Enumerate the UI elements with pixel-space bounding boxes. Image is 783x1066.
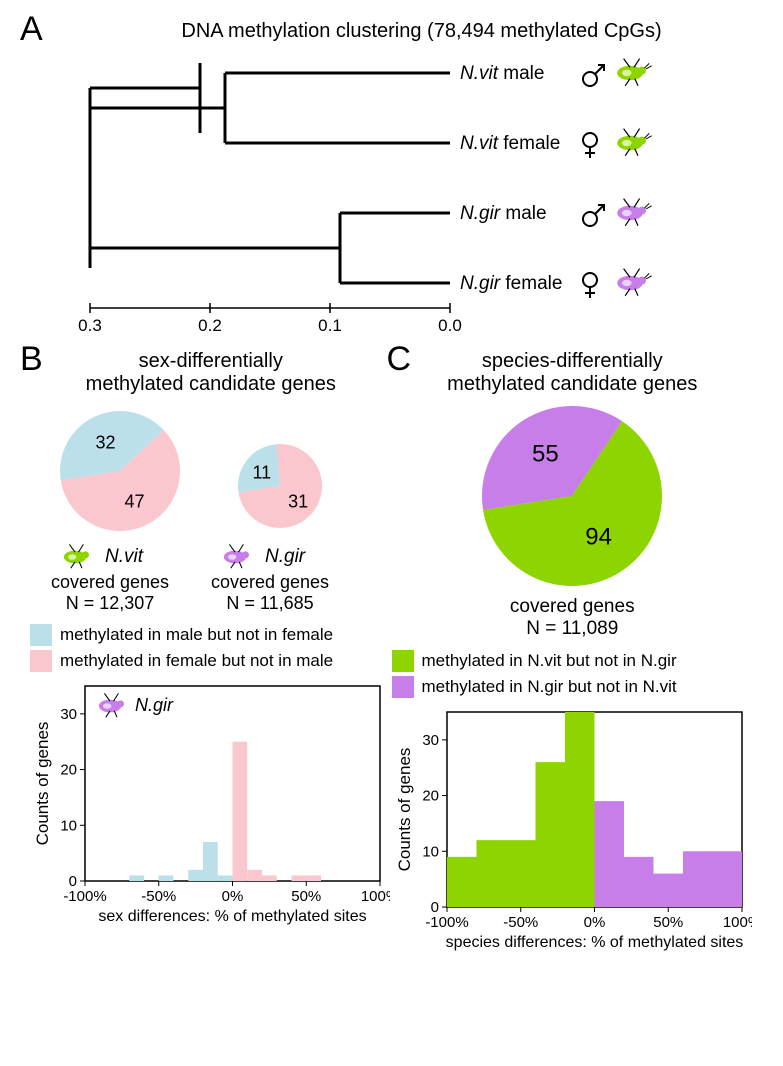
- svg-text:30: 30: [422, 732, 439, 749]
- svg-text:20: 20: [422, 788, 439, 805]
- svg-text:20: 20: [60, 762, 77, 779]
- ngir-label: N.gir: [265, 546, 306, 567]
- svg-text:55: 55: [532, 440, 559, 467]
- legend-row: methylated in male but not in female: [30, 624, 392, 646]
- svg-text:N.gir: N.gir: [135, 695, 174, 715]
- ngir-covered-n: N = 11,685: [210, 593, 330, 614]
- panel-c: C species-differentially methylated cand…: [392, 350, 754, 952]
- female-symbol-icon: [583, 133, 597, 158]
- svg-text:0%: 0%: [222, 888, 244, 905]
- female-symbol-icon: [583, 273, 597, 298]
- svg-text:-100%: -100%: [425, 914, 468, 931]
- wasp-icon: [617, 59, 651, 86]
- svg-text:32: 32: [95, 432, 115, 452]
- panel-b-label: B: [20, 340, 43, 379]
- panel-c-histogram: 0102030-100%-50%0%50%100%Counts of genes…: [392, 702, 752, 952]
- c-covered-label: covered genes: [392, 596, 754, 618]
- wasp-icon: N.vit: [50, 542, 170, 572]
- panel-c-title2: methylated candidate genes: [392, 373, 754, 396]
- svg-text:100%: 100%: [361, 888, 390, 905]
- panel-b-title1: sex-differentially: [30, 350, 392, 373]
- svg-text:94: 94: [585, 524, 612, 551]
- panel-a-title: DNA methylation clustering (78,494 methy…: [90, 20, 753, 43]
- legend-swatch: [30, 650, 52, 672]
- legend-row: methylated in N.vit but not in N.gir: [392, 650, 754, 672]
- svg-text:-50%: -50%: [141, 888, 176, 905]
- panel-b: B sex-differentially methylated candidat…: [30, 350, 392, 952]
- panel-b-histogram: 0102030-100%-50%0%50%100%Counts of genes…: [30, 676, 390, 926]
- scale-tick: 0.0: [438, 316, 462, 335]
- panel-c-title1: species-differentially: [392, 350, 754, 373]
- scale-tick: 0.1: [318, 316, 342, 335]
- svg-text:11: 11: [252, 463, 271, 483]
- ngir-covered-label: covered genes: [210, 572, 330, 593]
- legend-text: methylated in male but not in female: [60, 625, 333, 645]
- wasp-icon: N.gir: [210, 542, 330, 572]
- panel-c-label: C: [387, 340, 412, 379]
- svg-text:50%: 50%: [653, 914, 683, 931]
- svg-text:50%: 50%: [291, 888, 321, 905]
- svg-text:10: 10: [422, 843, 439, 860]
- legend-row: methylated in N.gir but not in N.vit: [392, 676, 754, 698]
- panels-bc-row: B sex-differentially methylated candidat…: [30, 350, 753, 952]
- svg-text:100%: 100%: [722, 914, 751, 931]
- wasp-icon: [617, 199, 651, 226]
- legend-text: methylated in N.gir but not in N.vit: [422, 677, 677, 697]
- svg-text:-50%: -50%: [503, 914, 538, 931]
- svg-text:-100%: -100%: [63, 888, 106, 905]
- svg-text:species differences: % of meth: species differences: % of methylated sit…: [445, 934, 743, 951]
- legend-swatch: [392, 650, 414, 672]
- male-symbol-icon: [583, 65, 604, 86]
- wasp-icon: [617, 269, 651, 296]
- legend-swatch: [392, 676, 414, 698]
- svg-text:31: 31: [288, 491, 308, 511]
- legend-text: methylated in N.vit but not in N.gir: [422, 651, 677, 671]
- leaf-nvit-female: N.vit female: [460, 133, 560, 154]
- nvit-label: N.vit: [105, 546, 144, 567]
- panel-b-pies: 32 47 11 31: [30, 396, 390, 546]
- leaf-ngir-female: N.gir female: [460, 273, 562, 294]
- scale-tick: 0.3: [78, 316, 102, 335]
- panel-a-label: A: [20, 10, 43, 49]
- nvit-block: N.vit covered genes N = 12,307: [50, 542, 170, 614]
- dendrogram: N.vit male N.vit female N.gir male N.gir…: [30, 53, 750, 343]
- leaf-ngir-male: N.gir male: [460, 203, 547, 224]
- ngir-block: N.gir covered genes N = 11,685: [210, 542, 330, 614]
- svg-text:Counts of genes: Counts of genes: [33, 722, 52, 846]
- svg-text:47: 47: [124, 492, 144, 512]
- legend-row: methylated in female but not in male: [30, 650, 392, 672]
- scale-tick: 0.2: [198, 316, 222, 335]
- panel-b-title2: methylated candidate genes: [30, 373, 392, 396]
- figure-container: A DNA methylation clustering (78,494 met…: [0, 0, 783, 972]
- wasp-icon: [617, 129, 651, 156]
- c-covered-n: N = 11,089: [392, 618, 754, 640]
- svg-text:Counts of genes: Counts of genes: [395, 748, 414, 872]
- nvit-covered-label: covered genes: [50, 572, 170, 593]
- svg-text:0%: 0%: [583, 914, 605, 931]
- svg-text:30: 30: [60, 706, 77, 723]
- svg-text:10: 10: [60, 817, 77, 834]
- panel-c-pie: 55 94: [392, 396, 752, 596]
- legend-text: methylated in female but not in male: [60, 651, 333, 671]
- leaf-nvit-male: N.vit male: [460, 63, 544, 84]
- panel-a: A DNA methylation clustering (78,494 met…: [30, 20, 753, 350]
- legend-swatch: [30, 624, 52, 646]
- male-symbol-icon: [583, 205, 604, 226]
- svg-text:sex differences: % of methylat: sex differences: % of methylated sites: [98, 908, 366, 925]
- nvit-covered-n: N = 12,307: [50, 593, 170, 614]
